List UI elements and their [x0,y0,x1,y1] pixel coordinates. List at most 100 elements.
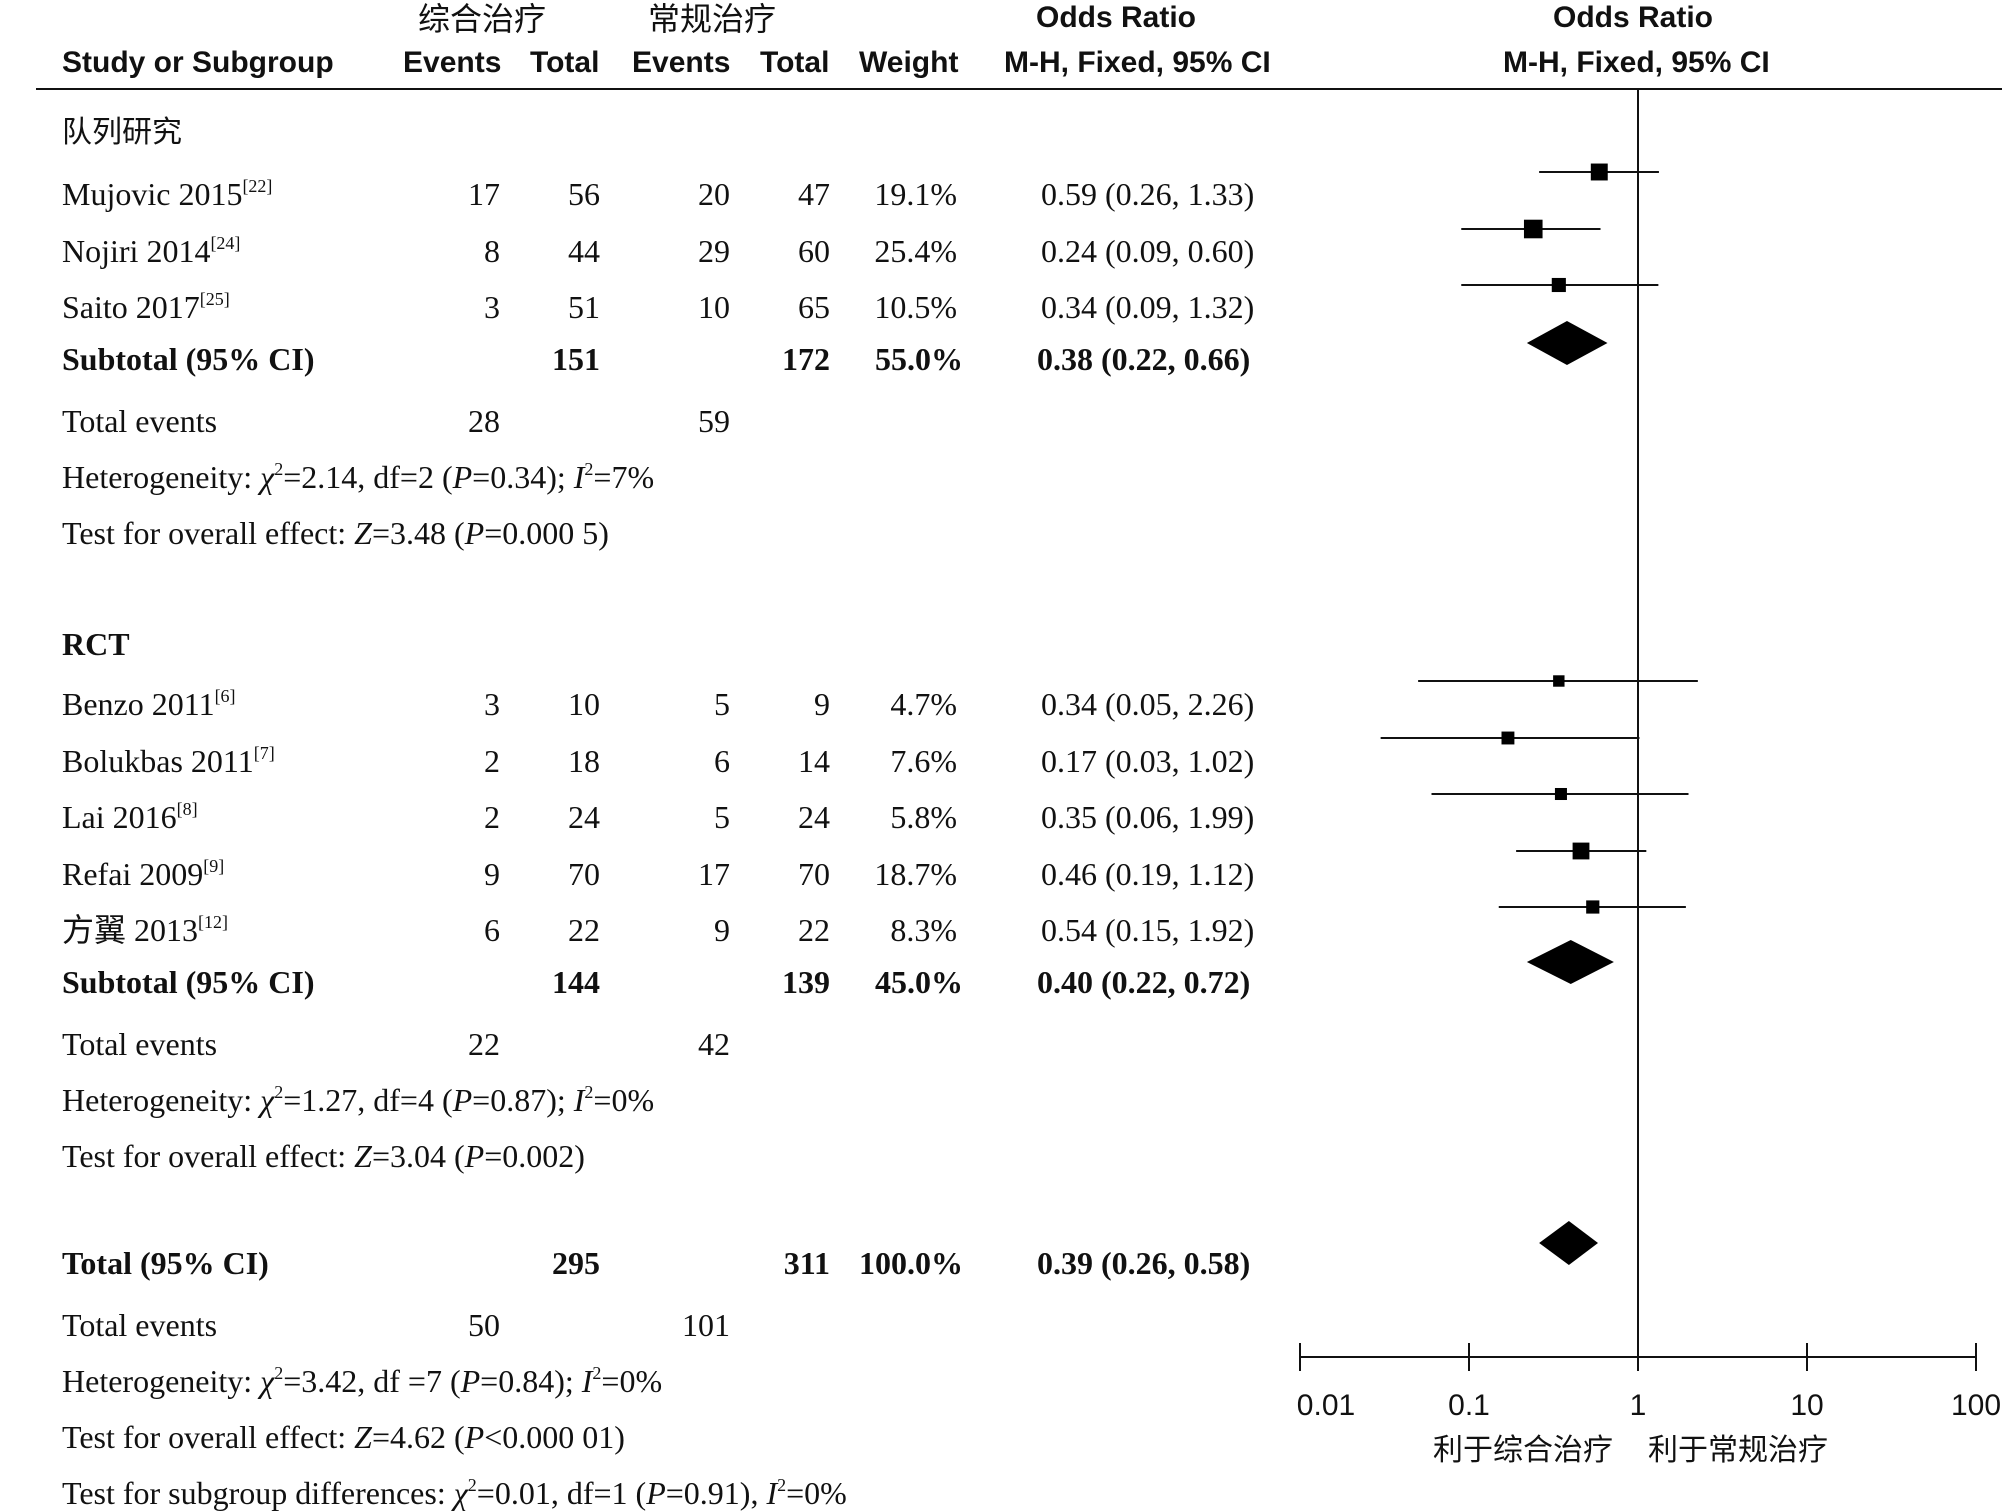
events1-cell: 17 [468,176,500,212]
overall-effect-line-p-rest: =0.002) [484,1138,585,1174]
study-label: Mujovic 2015[22] [62,176,273,212]
study-reference: [8] [176,799,198,819]
study-reference: [9] [203,856,225,876]
weight-cell: 7.6% [890,743,957,779]
heterogeneity-line-prefix: Heterogeneity: [62,459,261,495]
heterogeneity-line-chi: χ [260,459,275,495]
total1-cell: 51 [568,289,600,325]
total-events-2: 101 [682,1307,730,1343]
heterogeneity-line-i: I [573,459,585,495]
or-ci-cell: 0.46 (0.19, 1.12) [1041,856,1255,892]
total1-cell: 70 [568,856,600,892]
study-marker [1554,787,1567,801]
events2-cell: 6 [714,743,730,779]
plot-header-method: M-H, Fixed, 95% CI [1503,46,1770,79]
overall-effect-line-z: Z [354,515,372,551]
study-reference: [22] [242,176,273,196]
weight-cell: 8.3% [890,912,957,948]
weight-cell: 4.7% [890,686,957,722]
events2-cell: 29 [698,233,730,269]
events2-header: Events [632,46,731,79]
events2-cell: 10 [698,289,730,325]
study-name: Benzo 2011 [62,686,215,722]
total-events-2: 59 [698,403,730,439]
study-marker [1586,900,1600,914]
study-name: Lai 2016 [62,799,177,835]
total2-cell: 60 [798,233,830,269]
study-label: Benzo 2011[6] [62,686,236,722]
study-reference: [25] [199,289,230,309]
total-heterogeneity-line-i: I [581,1363,593,1399]
total2-cell: 70 [798,856,830,892]
group1-header: 综合治疗 [418,0,547,38]
superscript-2: 2 [274,1363,284,1383]
summary-diamond [1539,1221,1599,1265]
study-label: Bolukbas 2011[7] [62,743,275,779]
weight-cell: 19.1% [874,176,957,212]
events1-cell: 6 [484,912,500,948]
heterogeneity-line-chi-rest: =1.27, df=4 ( [283,1082,453,1118]
study-marker [1553,675,1565,687]
study-column-header: Study or Subgroup [62,46,334,79]
total2-cell: 24 [798,799,830,835]
study-reference: [12] [198,912,229,932]
overall-effect-line-prefix: Test for overall effect: [62,515,355,551]
weight-header: Weight [859,46,959,79]
study-reference: [7] [253,743,275,763]
or-ci-cell: 0.54 (0.15, 1.92) [1041,912,1255,948]
total1-cell: 10 [568,686,600,722]
study-reference: [24] [210,233,241,253]
events1-cell: 2 [484,799,500,835]
weight-cell: 10.5% [874,289,957,325]
superscript-2: 2 [467,1475,477,1495]
subgroup-heading: 队列研究 [62,115,182,150]
study-marker [1590,163,1608,181]
events1-cell: 9 [484,856,500,892]
group2-header: 常规治疗 [648,0,777,38]
study-label: Saito 2017[25] [62,289,230,323]
study-reference: [6] [214,686,236,706]
x-tick-label: 1 [1630,1389,1647,1422]
heterogeneity-line: Heterogeneity: χ2=1.27, df=4 (P=0.87); I… [62,1082,654,1118]
subtotal-or-ci: 0.38 (0.22, 0.66) [1037,341,1251,377]
study-name: Bolukbas 2011 [62,743,254,779]
or-header-method: M-H, Fixed, 95% CI [1004,46,1271,79]
x-tick-label: 10 [1790,1389,1823,1422]
or-ci-cell: 0.59 (0.26, 1.33) [1041,176,1255,212]
total-heterogeneity-line-chi-rest: =3.42, df =7 ( [283,1363,461,1399]
subtotal-weight: 45.0% [875,964,963,1000]
events2-cell: 5 [714,799,730,835]
events2-cell: 17 [698,856,730,892]
x-tick-label: 100 [1951,1389,2001,1422]
weight-cell: 18.7% [874,856,957,892]
weight-cell: 5.8% [890,799,957,835]
study-label: Nojiri 2014[24] [62,233,241,267]
total2-cell: 65 [798,289,830,325]
events1-cell: 8 [484,233,500,269]
overall-effect-line-p-rest: =0.000 5) [484,515,609,551]
total2-cell: 47 [798,176,830,212]
total1-cell: 18 [568,743,600,779]
study-marker [1551,277,1566,293]
events2-cell: 9 [714,912,730,948]
events1-header: Events [403,46,502,79]
total2-cell: 9 [814,686,830,722]
overall-effect-line-z-rest: =3.04 ( [371,1138,465,1174]
x-tick-label: 0.01 [1297,1389,1355,1422]
overall-effect-line-p: P [464,1138,485,1174]
total2-cell: 22 [798,912,830,948]
total-heterogeneity-line-i-rest: =0% [601,1363,663,1399]
total-overall-effect-line-prefix: Test for overall effect: [62,1419,355,1455]
weight-cell: 25.4% [874,233,957,269]
total-heterogeneity-line-p-rest: =0.84); [480,1363,582,1399]
heterogeneity-line-prefix: Heterogeneity: [62,1082,261,1118]
study-name: Mujovic 2015 [62,176,243,212]
heterogeneity-line-i-rest: =7% [593,459,655,495]
header-rule [36,88,2002,90]
or-ci-cell: 0.24 (0.09, 0.60) [1041,233,1255,269]
total-total2: 311 [783,1245,830,1281]
total-events-2: 42 [698,1026,730,1062]
subtotal-total2: 139 [782,964,830,1000]
study-label: Refai 2009[9] [62,856,225,890]
